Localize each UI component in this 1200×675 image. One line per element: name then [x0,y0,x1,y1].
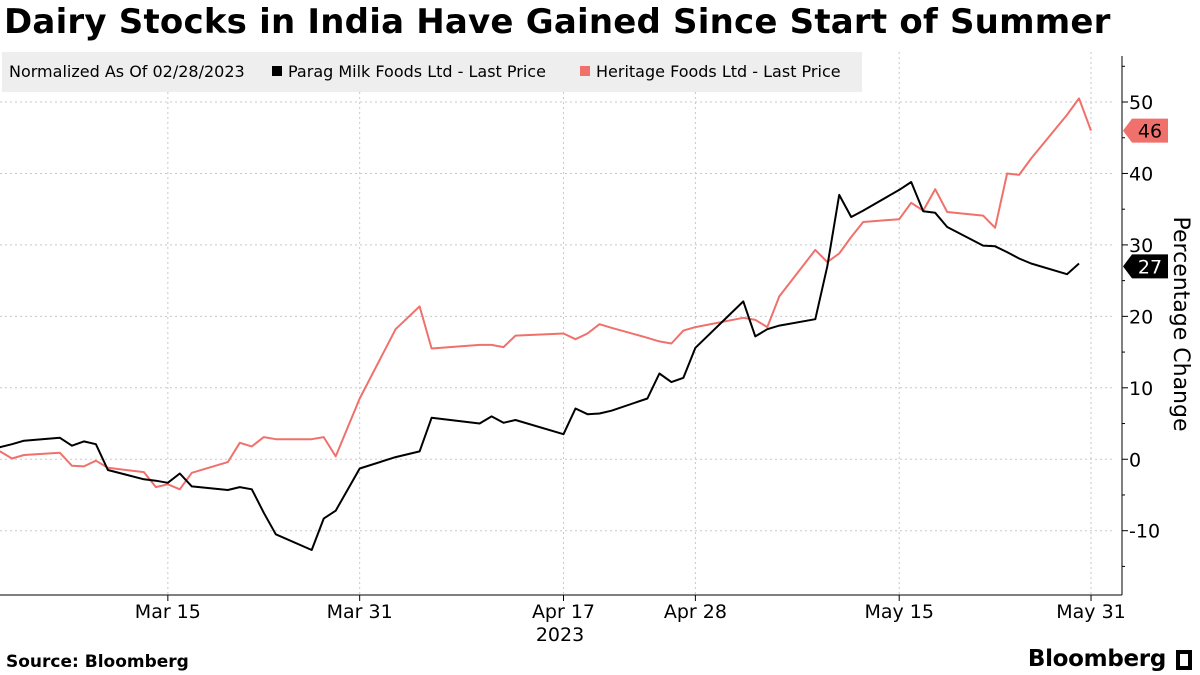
series-line-heritage [0,97,1092,491]
bloomberg-logo: Bloomberg [1027,646,1166,672]
x-tick-label: May 15 [864,601,934,623]
x-tick-label: Mar 15 [135,601,201,623]
last-value-labels: 27 46 [1123,118,1168,279]
y-axis: -10 0 10 20 30 40 50 [1121,56,1160,595]
last-value-label-parag: 27 [1138,256,1162,278]
last-value-tag-heritage [1123,118,1168,143]
x-axis-year-label: 2023 [536,624,584,646]
bloomberg-terminal-icon [1176,650,1192,670]
source-note: Source: Bloomberg [6,652,189,672]
gridlines [0,52,1115,595]
y-tick-label: 20 [1129,306,1153,328]
legend-label-heritage: Heritage Foods Ltd - Last Price [596,62,841,81]
y-tick-label: 0 [1129,449,1141,471]
series-lines [0,97,1092,551]
last-value-tag-parag [1123,254,1168,279]
legend-label-parag: Parag Milk Foods Ltd - Last Price [288,62,546,81]
y-tick-label: 40 [1129,163,1153,185]
legend-background [2,52,862,92]
y-axis-title: Percentage Change [1168,217,1193,432]
y-tick-label: 50 [1129,92,1153,114]
series-line-parag [0,181,1080,551]
legend-swatch-parag [272,66,282,76]
x-axis: Mar 15 Mar 31 Apr 17 Apr 28 May 15 May 31 [0,594,1126,623]
chart-title: Dairy Stocks in India Have Gained Since … [4,2,1111,42]
legend-note: Normalized As Of 02/28/2023 [9,62,245,81]
y-tick-label: 10 [1129,378,1153,400]
x-tick-label: Apr 28 [664,601,727,623]
x-tick-label: Apr 17 [532,601,595,623]
y-tick-label: 30 [1129,235,1153,257]
legend: Normalized As Of 02/28/2023 Parag Milk F… [2,52,862,92]
x-tick-label: May 31 [1056,601,1126,623]
y-tick-label: -10 [1129,521,1160,543]
legend-swatch-heritage [580,66,590,76]
last-value-label-heritage: 46 [1138,121,1162,143]
x-tick-label: Mar 31 [327,601,393,623]
